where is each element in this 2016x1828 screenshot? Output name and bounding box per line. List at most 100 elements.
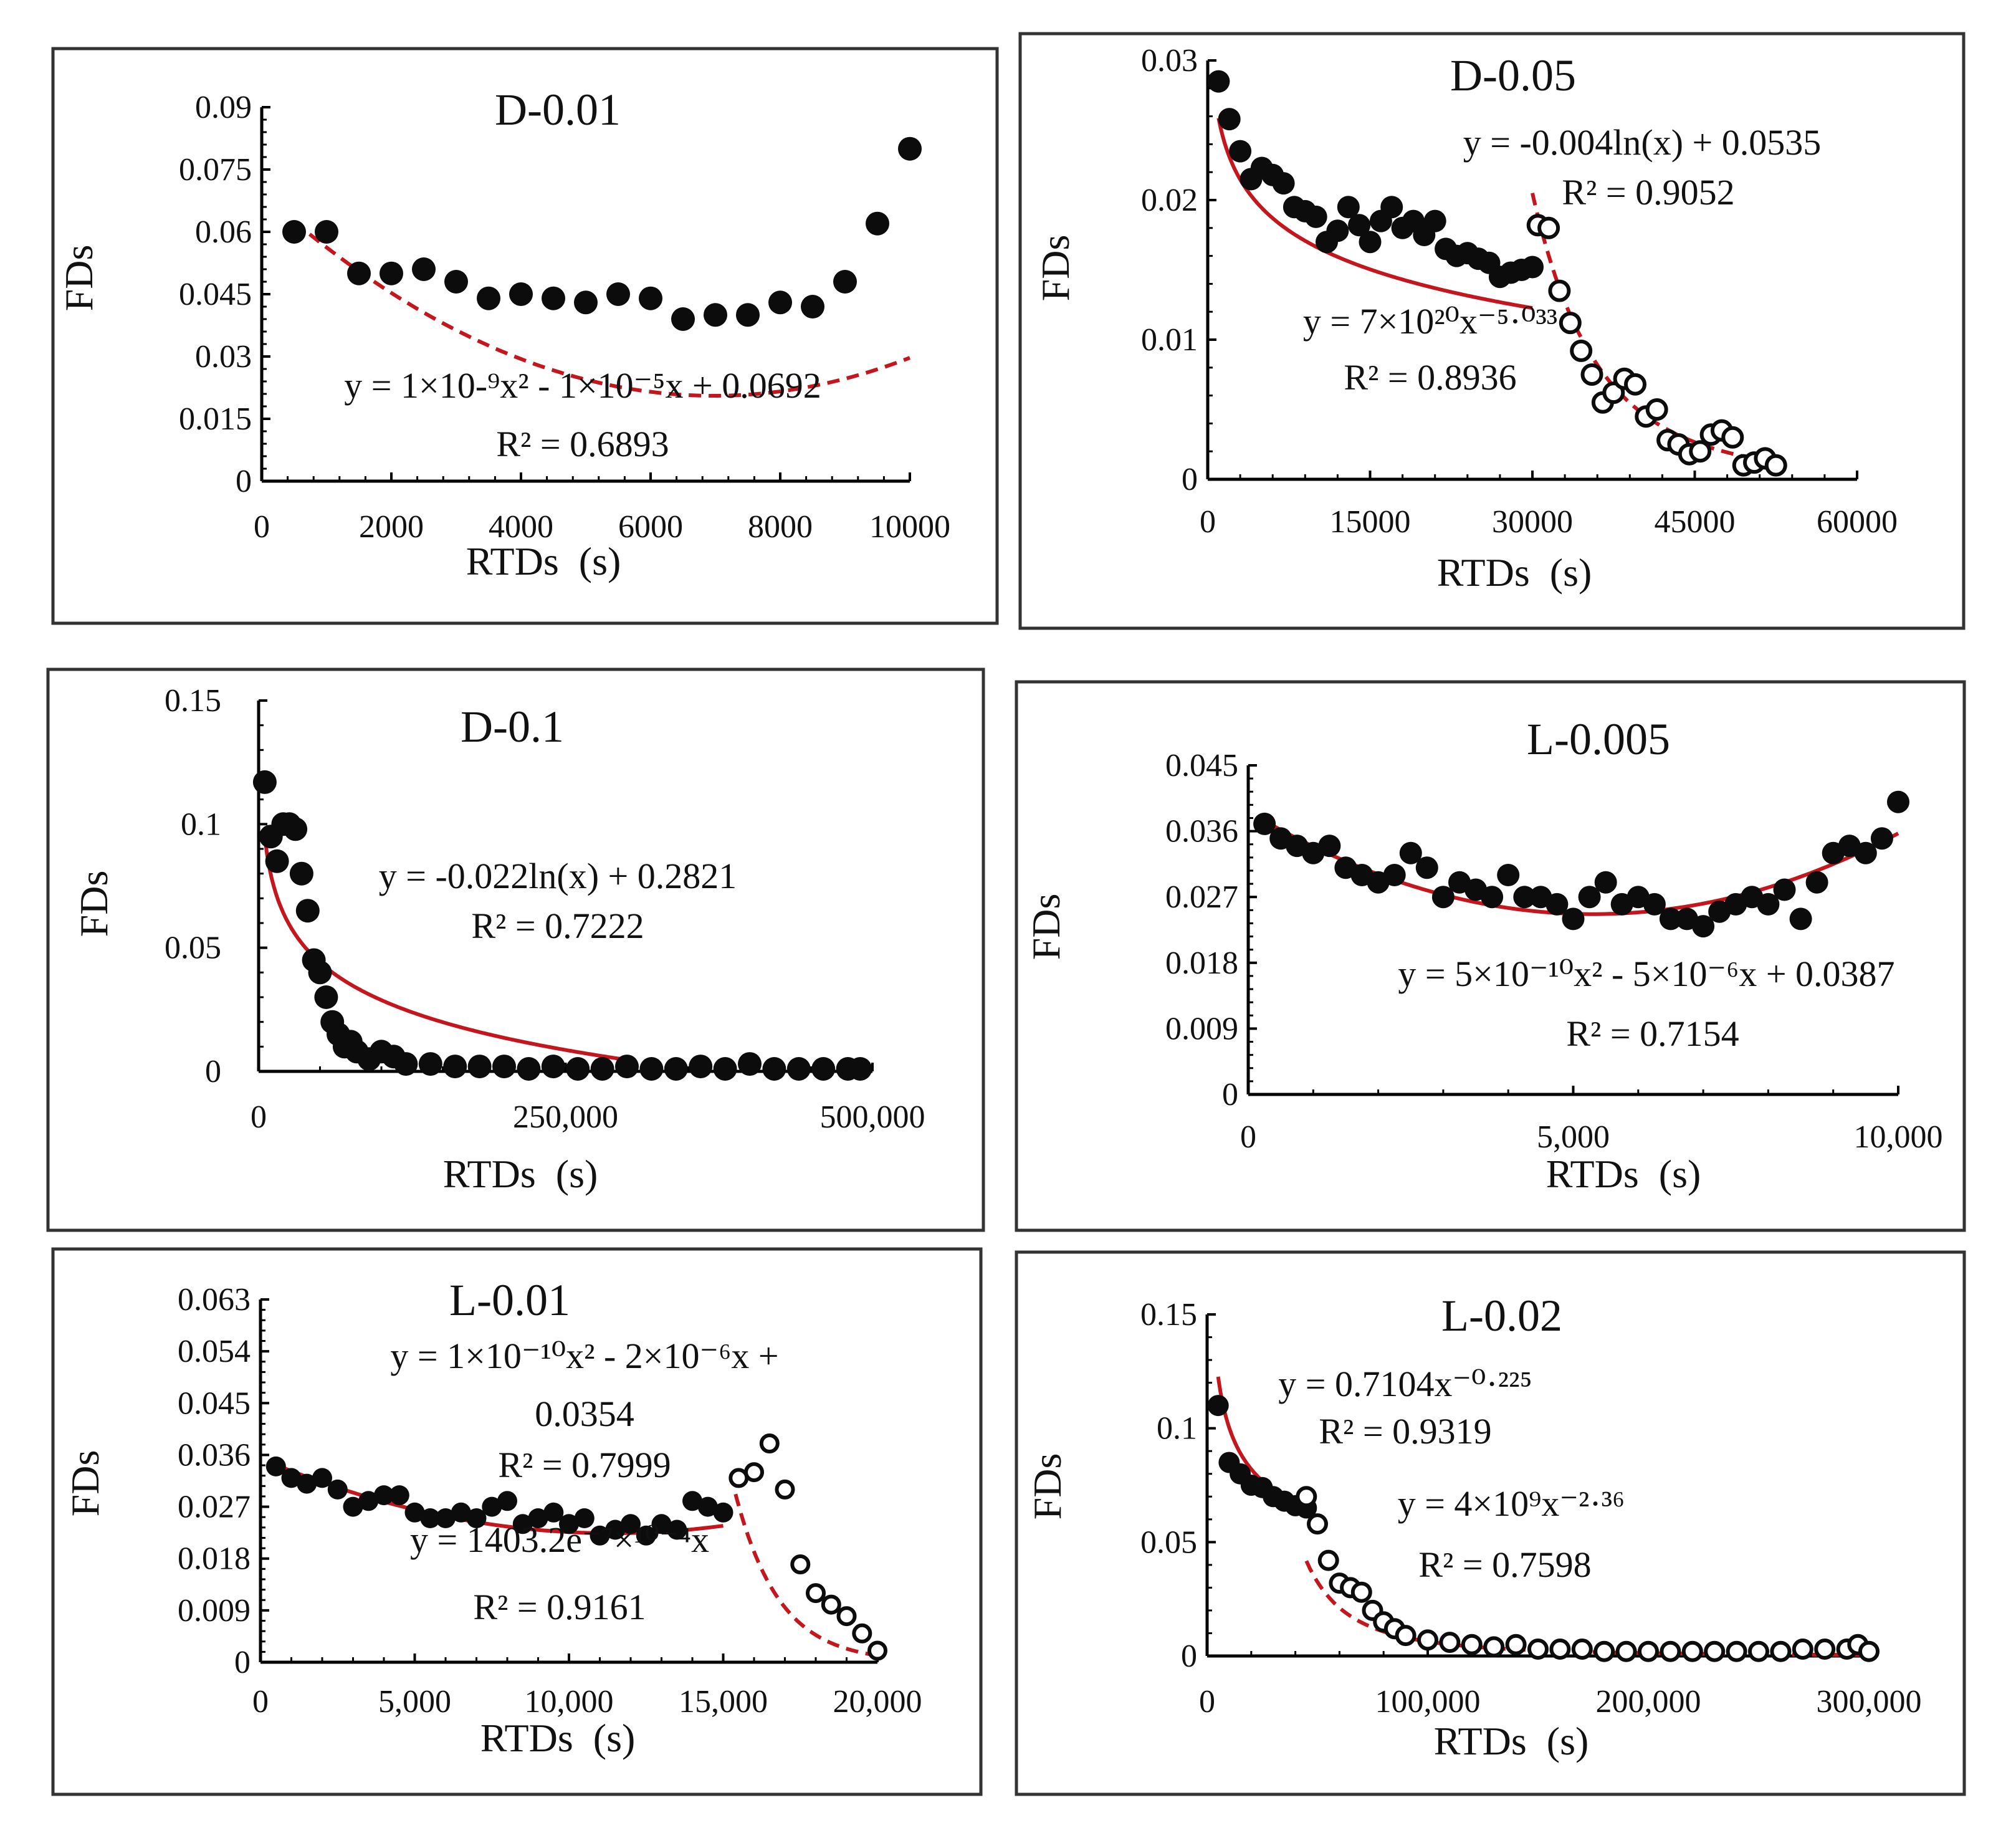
data-point-open: [1505, 1634, 1527, 1655]
y-tick-label: 0: [236, 464, 252, 499]
data-point-open: [806, 1583, 826, 1604]
data-point: [689, 1055, 713, 1079]
data-point: [265, 1456, 286, 1476]
data-point-open: [852, 1623, 872, 1644]
data-point: [542, 286, 565, 310]
fit-r-squared: R² = 0.8936: [1344, 357, 1516, 398]
y-tick-label: 0.045: [1165, 748, 1238, 783]
data-point-open: [1549, 1639, 1571, 1660]
data-point: [566, 1057, 590, 1081]
data-point-open: [1704, 1640, 1726, 1662]
x-tick-label: 500,000: [820, 1099, 925, 1135]
data-point: [543, 1502, 564, 1523]
x-axis-label: RTDs (s): [443, 1152, 598, 1196]
data-point: [1359, 231, 1382, 254]
y-tick-label: 0.018: [1165, 945, 1238, 981]
data-point-open: [775, 1479, 795, 1500]
data-point-open: [1681, 1640, 1703, 1662]
fit-equation: R² = 0.7999: [498, 1445, 671, 1485]
data-point: [1218, 108, 1241, 131]
x-tick-label: 60000: [1817, 504, 1898, 540]
data-point: [736, 303, 760, 327]
data-point: [664, 1057, 688, 1081]
data-point: [1415, 856, 1438, 879]
data-point: [1423, 209, 1446, 232]
data-point-open: [1726, 1640, 1747, 1662]
data-point-open: [1395, 1625, 1416, 1647]
chart-title: D-0.05: [1450, 50, 1576, 100]
data-point-open: [1721, 426, 1744, 449]
y-tick-label: 0.015: [179, 401, 252, 437]
fit-r-squared: R² = 0.7154: [1566, 1013, 1739, 1054]
data-point: [1805, 871, 1828, 894]
data-point: [682, 1491, 702, 1511]
data-point: [1870, 827, 1893, 850]
data-point: [528, 1508, 548, 1528]
data-point: [697, 1496, 718, 1517]
data-point: [1481, 886, 1504, 909]
chart-panel-l0005: 0 0.009 0.018 0.027 0.036 0.045 0 5,000 10,000 L-…: [1015, 680, 1966, 1232]
data-point: [574, 290, 598, 315]
y-tick-label: 0.03: [1141, 43, 1198, 79]
y-tick-label: 0.05: [165, 931, 221, 966]
data-point-open: [1559, 312, 1582, 335]
data-point: [833, 270, 857, 294]
data-point-open: [1296, 1486, 1317, 1508]
data-point-open: [1858, 1640, 1880, 1662]
fit-r-squared: y = 1403.2e⁻⁷×¹⁰⁻⁴x: [410, 1519, 709, 1560]
data-point: [615, 1055, 639, 1079]
y-tick-label: 0.027: [178, 1490, 251, 1525]
fit-r-squared: R² = 0.9319: [1319, 1411, 1491, 1452]
data-point: [605, 1519, 626, 1540]
data-point: [667, 1519, 687, 1540]
y-tick-label: 0: [205, 1054, 221, 1089]
data-point: [621, 1514, 641, 1534]
y-tick-label: 0.018: [178, 1541, 251, 1577]
y-tick-label: 0.01: [1141, 322, 1198, 358]
data-point: [451, 1502, 471, 1523]
data-point: [358, 1491, 379, 1511]
data-point-open: [1593, 1640, 1615, 1662]
data-point: [467, 1055, 492, 1079]
data-point: [786, 1057, 811, 1081]
data-point: [347, 261, 371, 285]
fit-r-squared: R² = 0.6893: [496, 424, 669, 464]
data-point: [477, 286, 500, 310]
y-tick-label: 0.15: [165, 683, 221, 719]
data-point: [1773, 878, 1796, 901]
data-point-open: [1624, 373, 1646, 396]
data-point: [1887, 790, 1909, 813]
data-point-open: [1461, 1634, 1483, 1655]
y-tick-label: 0.09: [195, 90, 252, 125]
data-point: [1380, 196, 1403, 219]
data-point: [380, 261, 403, 285]
data-point: [671, 307, 695, 331]
data-point: [1659, 907, 1682, 931]
x-axis-label: RTDs (s): [1434, 1719, 1589, 1763]
fit-equation: y = 4×10⁹x⁻²·³⁶: [1398, 1483, 1625, 1524]
data-point: [1513, 886, 1536, 909]
data-point: [866, 211, 889, 236]
data-point-open: [1439, 1632, 1461, 1653]
x-tick-label: 0: [1240, 1119, 1256, 1155]
x-tick-label: 10000: [869, 509, 950, 545]
x-axis-label: RTDs (s): [1437, 550, 1592, 595]
fit-r-squared: R² = 0.9052: [1562, 172, 1734, 213]
data-point: [343, 1496, 363, 1517]
x-tick-label: 6000: [618, 509, 683, 545]
panel-frame: [1015, 680, 1966, 1232]
data-point-open: [1792, 1639, 1813, 1660]
x-tick-label: 10,000: [525, 1684, 614, 1720]
data-point: [1497, 864, 1520, 886]
x-tick-label: 2000: [359, 509, 424, 545]
data-point: [512, 1514, 533, 1534]
chart-panel-d01: 0 0.05 0.1 0.15 0 250,000 500,000 D-0.1 RTDs (s)…: [46, 668, 985, 1232]
x-tick-label: 300,000: [1817, 1684, 1922, 1720]
data-point-open: [1570, 339, 1593, 362]
y-tick-label: 0.027: [1165, 879, 1238, 915]
y-tick-label: 0.009: [1165, 1011, 1238, 1046]
data-point-open: [744, 1462, 764, 1483]
data-point-open: [1764, 454, 1787, 477]
data-point: [713, 1502, 733, 1523]
y-tick-label: 0.02: [1141, 183, 1198, 218]
